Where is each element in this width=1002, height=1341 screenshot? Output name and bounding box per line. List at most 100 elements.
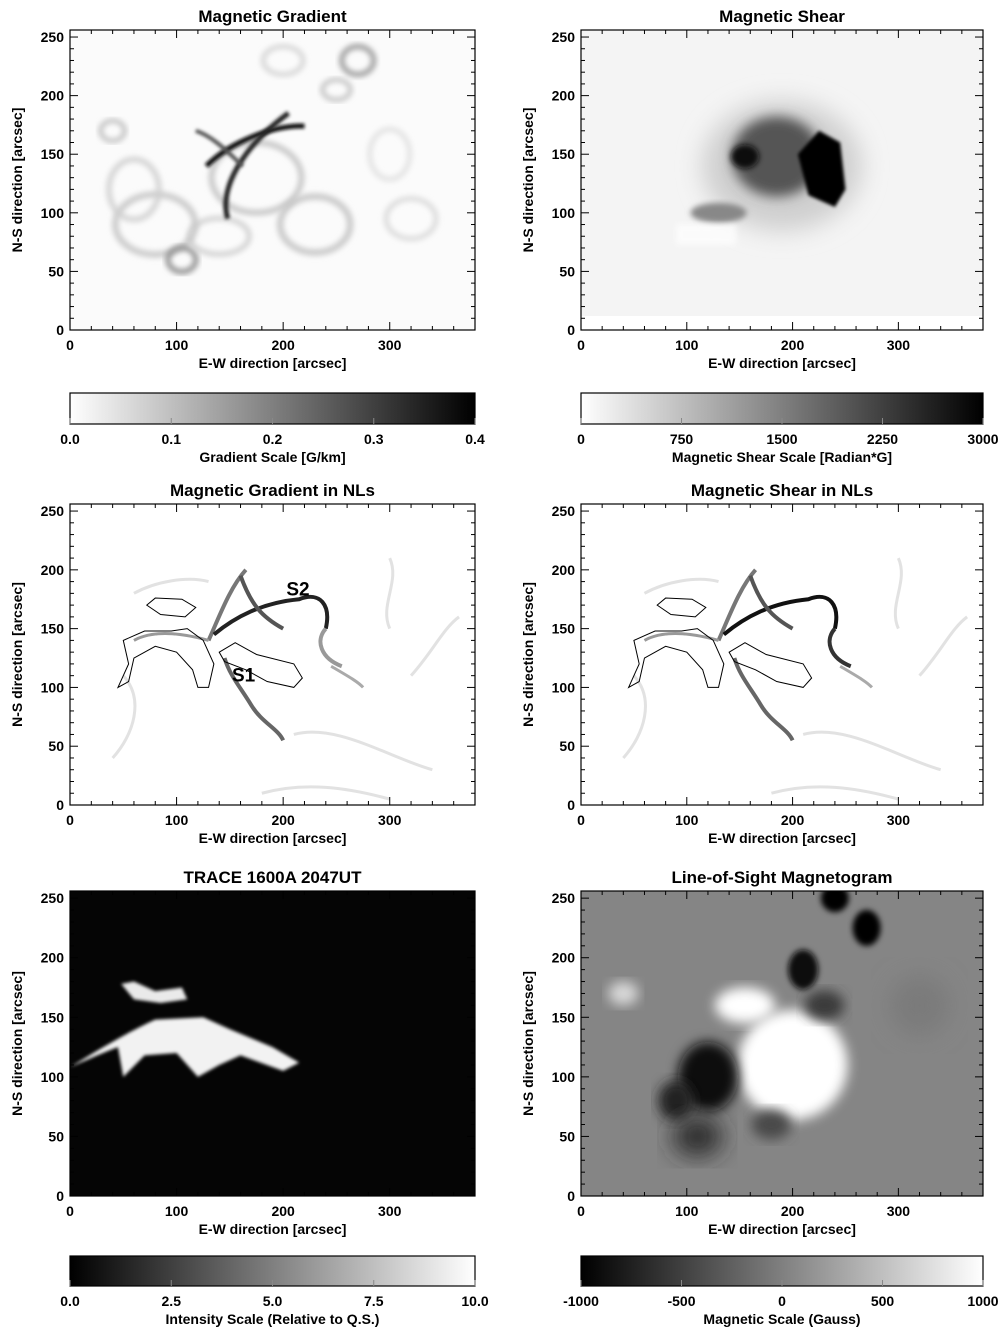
colorbar-tick-label: -1000 <box>563 1293 599 1309</box>
x-axis-label: E-W direction [arcsec] <box>708 830 856 846</box>
chart-title: Line-of-Sight Magnetogram <box>672 868 893 887</box>
neutral-line <box>722 594 839 637</box>
y-axis-label: N-S direction [arcsec] <box>9 582 25 727</box>
chart-panel: Line-of-Sight Magnetogram 0 100 200 300 E-W d… <box>520 868 999 1327</box>
y-tick-label: 50 <box>48 738 64 754</box>
image-content <box>581 504 983 805</box>
x-tick-label: 200 <box>781 812 805 828</box>
gradient-ridge <box>204 123 305 168</box>
y-axis-label: N-S direction [arcsec] <box>520 582 536 727</box>
gradient-ring <box>98 118 127 143</box>
neutral-line <box>212 594 330 637</box>
x-tick-label: 100 <box>675 812 699 828</box>
gradient-ridge <box>195 128 245 168</box>
gradient-ring <box>367 127 412 182</box>
magnetic-region <box>658 1080 695 1121</box>
y-tick-label: 50 <box>559 1128 575 1144</box>
image-content <box>70 30 475 330</box>
colorbar-tick-label: 750 <box>670 431 694 447</box>
neutral-line <box>643 577 719 595</box>
chart-panel: Magnetic Shear 0 100 200 300 E-W direction [a… <box>520 7 999 465</box>
neutral-line <box>748 575 794 631</box>
annotation-label: S2 <box>286 580 309 601</box>
magnetic-region <box>672 1116 723 1157</box>
x-tick-label: 300 <box>378 1203 402 1219</box>
neutral-line <box>918 615 969 677</box>
x-axis-label: E-W direction [arcsec] <box>199 355 347 371</box>
x-tick-label: 200 <box>271 337 295 353</box>
magnetic-region <box>788 949 819 990</box>
x-tick-label: 300 <box>887 337 911 353</box>
plot-frame <box>69 503 476 806</box>
neutral-line <box>732 657 795 742</box>
y-tick-label: 0 <box>567 322 575 338</box>
colorbar-tick-label: 2.5 <box>162 1293 182 1309</box>
neutral-line <box>385 557 395 630</box>
colorbar-label: Magnetic Shear Scale [Radian*G] <box>672 449 892 465</box>
gradient-ring <box>187 216 252 257</box>
plot-frame <box>580 890 984 1197</box>
magnetic-region <box>820 891 849 913</box>
gradient-ring <box>106 156 162 222</box>
colorbar-tick-label: 1000 <box>967 1293 998 1309</box>
image-background <box>70 30 475 330</box>
y-tick-label: 100 <box>41 1069 65 1085</box>
y-tick-label: 200 <box>41 562 65 578</box>
chart-title: Magnetic Shear in NLs <box>691 481 873 500</box>
colorbar-tick-label: 5.0 <box>263 1293 283 1309</box>
colorbar-tick-label: 0 <box>778 1293 786 1309</box>
colorbar-tick-label: 0.4 <box>465 431 485 447</box>
neutral-line <box>839 664 874 689</box>
image-border <box>581 315 983 330</box>
shear-core <box>797 130 846 207</box>
colorbar-tick-label: 10.0 <box>461 1293 488 1309</box>
plot-frame <box>580 29 984 331</box>
plot-frame <box>69 890 476 1197</box>
neutral-line <box>222 657 285 742</box>
magnetic-region <box>737 1009 848 1120</box>
ribbon-contour <box>728 642 813 688</box>
x-axis-label: E-W direction [arcsec] <box>199 830 347 846</box>
neutral-line <box>622 674 647 759</box>
x-tick-label: 100 <box>675 337 699 353</box>
magnetic-region <box>804 990 845 1021</box>
gradient-ring <box>165 245 199 275</box>
neutral-line <box>802 730 942 772</box>
colorbar-tick-label: 3000 <box>967 431 998 447</box>
neutral-line <box>409 615 460 677</box>
ribbon-contour <box>218 642 303 688</box>
chart-title: Magnetic Gradient in NLs <box>170 481 375 500</box>
image-background <box>581 504 983 805</box>
x-tick-label: 200 <box>781 337 805 353</box>
neutral-line <box>771 785 899 801</box>
x-tick-label: 300 <box>887 812 911 828</box>
neutral-line <box>716 568 758 642</box>
x-tick-label: 100 <box>675 1203 699 1219</box>
shear-haze <box>690 202 747 223</box>
y-tick-label: 200 <box>552 88 576 104</box>
y-tick-label: 0 <box>56 1188 64 1204</box>
colorbar-tick-label: 0.3 <box>364 431 384 447</box>
neutral-line <box>893 557 903 630</box>
chart-title: Magnetic Gradient <box>198 7 347 26</box>
gradient-ring <box>339 43 377 77</box>
y-tick-label: 150 <box>41 621 65 637</box>
x-tick-label: 200 <box>271 812 295 828</box>
y-axis-label: N-S direction [arcsec] <box>520 108 536 253</box>
x-tick-label: 100 <box>165 1203 189 1219</box>
magnetic-region <box>852 909 881 946</box>
x-axis-label: E-W direction [arcsec] <box>708 1221 856 1237</box>
magnetic-region <box>608 981 639 1006</box>
colorbar-tick-label: 0.0 <box>60 431 80 447</box>
y-tick-label: 200 <box>41 88 65 104</box>
y-tick-label: 100 <box>41 679 65 695</box>
y-tick-label: 100 <box>552 679 576 695</box>
y-tick-label: 50 <box>559 263 575 279</box>
y-tick-label: 250 <box>41 503 65 519</box>
y-axis-label: N-S direction [arcsec] <box>9 108 25 253</box>
image-content <box>581 891 983 1196</box>
y-tick-label: 250 <box>41 29 65 45</box>
x-axis-label: E-W direction [arcsec] <box>708 355 856 371</box>
y-tick-label: 150 <box>552 146 576 162</box>
